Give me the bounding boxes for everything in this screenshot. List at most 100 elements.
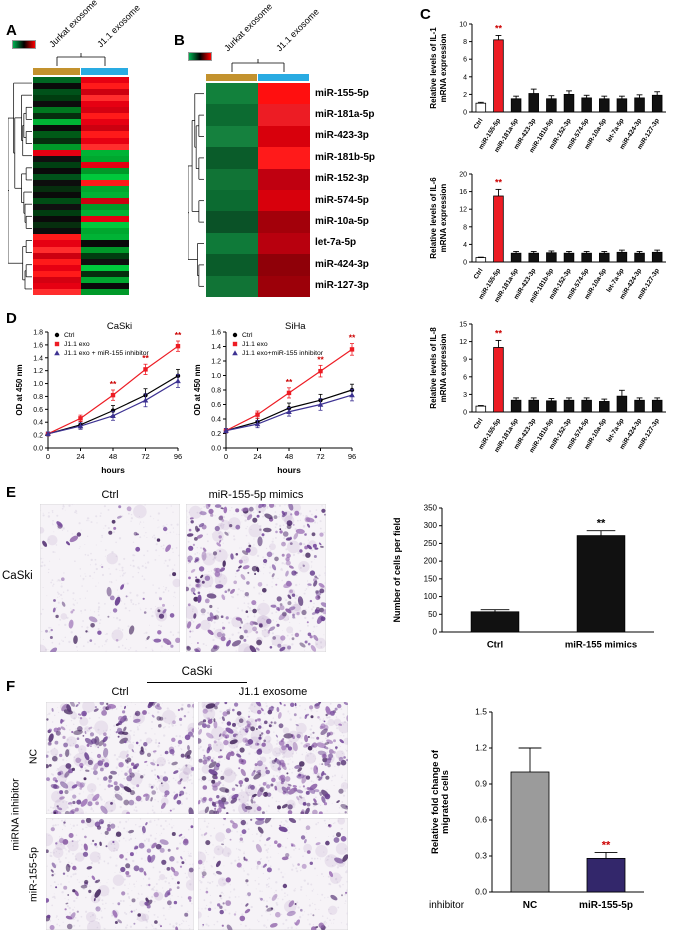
svg-text:mRNA expression: mRNA expression xyxy=(439,334,448,403)
svg-text:3: 3 xyxy=(463,392,467,399)
panel-e-cellline-label: CaSki xyxy=(2,570,33,582)
svg-text:J1.1 exo: J1.1 exo xyxy=(242,341,268,348)
mirna-label: miR-127-3p xyxy=(315,280,369,292)
il1-bar-chart: 0246810CtrlmiR-155-5pmiR-181a-5pmiR-423-… xyxy=(429,22,666,154)
svg-text:**: ** xyxy=(495,23,503,33)
svg-text:1.2: 1.2 xyxy=(211,359,221,366)
svg-text:0: 0 xyxy=(463,410,467,417)
svg-text:96: 96 xyxy=(348,452,356,461)
svg-text:J1.1 exo + miR-155 inhibitor: J1.1 exo + miR-155 inhibitor xyxy=(64,350,150,357)
svg-text:1.2: 1.2 xyxy=(475,743,487,753)
panel-e-mimics-title: miR-155-5p mimics xyxy=(208,489,304,501)
svg-text:0: 0 xyxy=(463,260,467,267)
svg-text:mRNA expression: mRNA expression xyxy=(439,184,448,253)
svg-text:1.2: 1.2 xyxy=(33,368,43,375)
svg-text:6: 6 xyxy=(463,57,467,64)
panel-b-row-dendrogram xyxy=(188,93,204,287)
svg-text:300: 300 xyxy=(424,521,438,530)
siha-growth-line-chart: 0.0 0.2 0.4 0.6 0.8 1.0 1.2 1.4 1.6 0 24 48 72 96 ** **… xyxy=(193,321,356,475)
svg-text:1.5: 1.5 xyxy=(475,707,487,717)
panel-b-col-label-jurkat: Jurkat exosome xyxy=(222,1,275,54)
fold-change-bar-chart: 0.0 0.3 0.6 0.9 1.2 1.5 NC miR-155-5p ** Relative… xyxy=(429,707,644,911)
svg-text:0.4: 0.4 xyxy=(211,417,221,424)
svg-text:Relative fold change of: Relative fold change of xyxy=(430,749,441,854)
svg-text:0.2: 0.2 xyxy=(211,431,221,438)
micrograph-e-ctrl xyxy=(40,504,180,652)
svg-text:10: 10 xyxy=(459,22,467,29)
caski-growth-line-chart: 0.0 0.2 0.4 0.6 0.8 1.0 1.2 1.4 1.6 1.8 0 24 48 72 96 *… xyxy=(15,321,182,475)
panel-f-row-nc-label: NC xyxy=(27,748,40,765)
svg-text:Ctrl: Ctrl xyxy=(473,117,485,130)
svg-text:Ctrl: Ctrl xyxy=(242,332,253,339)
svg-text:0: 0 xyxy=(433,628,438,637)
svg-text:0.2: 0.2 xyxy=(33,433,43,440)
svg-text:0.0: 0.0 xyxy=(33,446,43,453)
svg-text:72: 72 xyxy=(141,452,149,461)
svg-text:**: ** xyxy=(317,354,324,364)
svg-text:**: ** xyxy=(286,377,293,387)
mirna-label: let-7a-5p xyxy=(315,237,357,249)
il8-bar-chart: 03691215CtrlmiR-155-5pmiR-181a-5pmiR-423… xyxy=(429,322,666,454)
svg-text:6: 6 xyxy=(463,374,467,381)
svg-text:250: 250 xyxy=(424,539,438,548)
svg-text:0: 0 xyxy=(224,452,228,461)
cells-per-field-bar-chart: 0 50 100 150 200 250 300 350 Ctrl miR-155 mimics *… xyxy=(392,504,654,651)
mirna-label: miR-574-5p xyxy=(315,194,369,206)
panel-e-ctrl-title: Ctrl xyxy=(101,489,119,501)
svg-text:1.6: 1.6 xyxy=(211,330,221,337)
svg-text:150: 150 xyxy=(424,574,438,583)
svg-text:16: 16 xyxy=(459,189,467,196)
svg-text:0.3: 0.3 xyxy=(475,851,487,861)
svg-text:20: 20 xyxy=(459,172,467,179)
svg-text:**: ** xyxy=(597,518,606,530)
svg-text:0: 0 xyxy=(463,110,467,117)
svg-text:0.0: 0.0 xyxy=(475,887,487,897)
svg-text:NC: NC xyxy=(523,900,537,911)
svg-text:0.6: 0.6 xyxy=(211,402,221,409)
svg-text:Relative levels of IL-1: Relative levels of IL-1 xyxy=(429,27,438,109)
heatmap-b-colorscale xyxy=(188,52,212,61)
svg-text:1.8: 1.8 xyxy=(33,330,43,337)
panel-f-row-mir-label: miR-155-5p xyxy=(27,847,40,902)
svg-text:**: ** xyxy=(142,353,149,363)
svg-text:9: 9 xyxy=(463,357,467,364)
svg-text:**: ** xyxy=(175,330,182,340)
svg-text:OD at 450 nm: OD at 450 nm xyxy=(15,364,24,415)
svg-text:24: 24 xyxy=(76,452,84,461)
svg-text:miR-155 mimics: miR-155 mimics xyxy=(565,640,637,651)
svg-text:200: 200 xyxy=(424,557,438,566)
svg-text:hours: hours xyxy=(101,465,125,475)
svg-text:48: 48 xyxy=(285,452,293,461)
panel-a-group-colorbar xyxy=(33,68,129,75)
svg-text:Ctrl: Ctrl xyxy=(487,640,503,651)
panel-f-col-ctrl: Ctrl xyxy=(111,686,129,698)
svg-text:1.0: 1.0 xyxy=(211,373,221,380)
panel-f-col-j11: J1.1 exosome xyxy=(238,686,308,698)
mirna-label: miR-10a-5p xyxy=(315,216,369,228)
svg-text:96: 96 xyxy=(174,452,182,461)
svg-text:miR-155-5p: miR-155-5p xyxy=(579,900,633,911)
panel-b-column-dendrogram xyxy=(231,59,285,72)
svg-text:mRNA expression: mRNA expression xyxy=(439,34,448,103)
micrograph-f-nc-j11 xyxy=(198,702,348,814)
svg-text:72: 72 xyxy=(316,452,324,461)
panel-b-group-colorbar xyxy=(206,74,310,81)
svg-text:8: 8 xyxy=(463,39,467,46)
panel-a-row-dendrogram xyxy=(8,82,32,290)
svg-text:15: 15 xyxy=(459,322,467,329)
panel-f-header-underline xyxy=(147,682,247,683)
svg-text:1.4: 1.4 xyxy=(33,355,43,362)
svg-text:12: 12 xyxy=(459,339,467,346)
svg-text:0.0: 0.0 xyxy=(211,446,221,453)
mirna-label: miR-152-3p xyxy=(315,173,369,185)
panel-a-col-label-jurkat: Jurkat exosome xyxy=(47,0,100,50)
svg-text:350: 350 xyxy=(424,504,438,513)
micrograph-f-mir-j11 xyxy=(198,818,348,930)
svg-text:0.6: 0.6 xyxy=(475,815,487,825)
heatmap-a-colorscale xyxy=(12,40,36,49)
panel-d-label: D xyxy=(6,310,17,327)
svg-text:**: ** xyxy=(602,839,611,851)
panel-a-column-dendrogram xyxy=(56,53,106,66)
svg-text:4: 4 xyxy=(463,242,467,249)
svg-text:0.8: 0.8 xyxy=(33,394,43,401)
